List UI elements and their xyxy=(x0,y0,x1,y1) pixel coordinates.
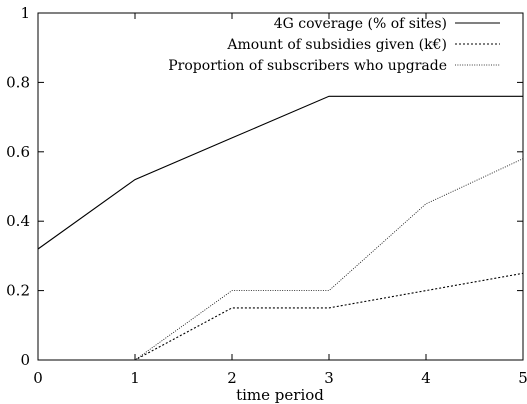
axis-ticks xyxy=(37,12,524,361)
plot-frame xyxy=(37,12,524,361)
x-tick-label: 0 xyxy=(33,369,43,387)
y-tick-label: 0.8 xyxy=(6,73,30,91)
x-axis-label: time period xyxy=(236,386,324,404)
y-tick-label: 0 xyxy=(20,351,30,369)
series-line-3 xyxy=(38,158,524,361)
legend-label-3: Proportion of subscribers who upgrade xyxy=(168,58,447,74)
plot-area-border xyxy=(37,12,524,361)
series-line-2 xyxy=(38,272,524,361)
x-tick-label: 5 xyxy=(518,369,527,387)
legend-label-2: Amount of subsidies given (k€) xyxy=(226,37,447,53)
x-tick-label: 4 xyxy=(421,369,431,387)
y-tick-label: 0.6 xyxy=(6,143,30,161)
x-tick-label: 2 xyxy=(227,369,237,387)
series-lines xyxy=(37,95,524,361)
y-tick-label: 1 xyxy=(20,4,30,22)
x-tick-label: 3 xyxy=(324,369,334,387)
y-tick-label: 0.4 xyxy=(6,212,30,230)
series-line-1 xyxy=(37,95,523,250)
legend-label-1: 4G coverage (% of sites) xyxy=(274,16,447,32)
legend: 4G coverage (% of sites) Amount of subsid… xyxy=(168,16,500,74)
x-tick-label: 1 xyxy=(130,369,140,387)
y-tick-label: 0.2 xyxy=(6,282,30,300)
tick-labels: 0 1 2 3 4 5 0 0.2 0.4 0.6 0.8 1 xyxy=(6,4,527,387)
